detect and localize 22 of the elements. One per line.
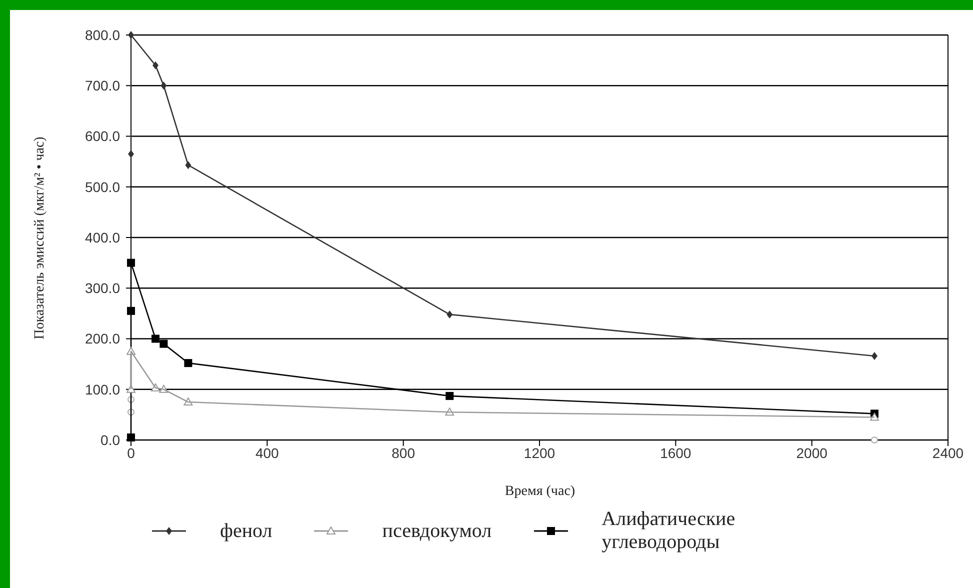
legend-label: фенол — [220, 520, 272, 542]
y-tick-label: 800.0 — [84, 26, 120, 43]
y-axis-title: Показатель эмиссий (мкг/м² • час) — [32, 136, 48, 339]
x-tick-label: 400 — [255, 444, 280, 461]
y-tick-label: 500.0 — [84, 178, 120, 195]
point — [870, 436, 878, 444]
x-axis-title: Время (час) — [504, 484, 576, 500]
y-tick-label: 300.0 — [84, 280, 120, 296]
x-tick-label: 2400 — [932, 444, 964, 461]
y-tick-label: 700.0 — [84, 78, 120, 94]
legend-label: псевдокумол — [382, 520, 492, 542]
x-tick-label: 1600 — [660, 444, 692, 461]
y-tick-label: 0.0 — [100, 432, 120, 448]
y-tick-label: 100.0 — [84, 381, 120, 398]
x-tick-label: 0 — [127, 444, 136, 461]
x-tick-label: 2000 — [796, 444, 828, 461]
x-tick-label: 800 — [392, 444, 416, 461]
legend-label: Алифатические углеводороды — [602, 508, 736, 554]
y-tick-label: 400.0 — [84, 229, 120, 246]
y-tick-label: 200.0 — [84, 330, 120, 347]
y-tick-label: 600.0 — [84, 128, 120, 144]
x-tick-label: 1200 — [524, 444, 556, 461]
